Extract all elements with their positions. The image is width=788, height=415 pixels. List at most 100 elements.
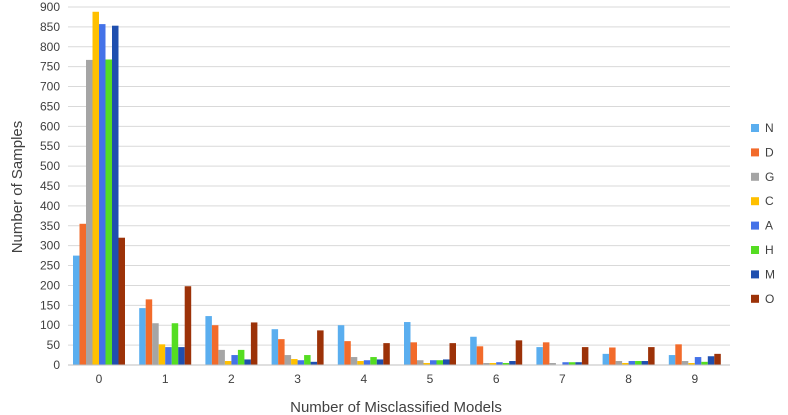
x-tick-label: 7 — [559, 372, 566, 386]
bar-D-0 — [79, 223, 86, 365]
legend-label: D — [765, 145, 774, 159]
bar-N-7 — [536, 347, 543, 365]
legend-swatch — [751, 221, 759, 230]
bar-O-1 — [184, 286, 192, 365]
y-tick-label: 850 — [40, 20, 60, 34]
y-tick-label: 800 — [40, 40, 60, 54]
y-tick-label: 700 — [40, 80, 60, 94]
bar-M-7 — [575, 362, 582, 365]
bar-G-5 — [417, 360, 424, 365]
bar-H-4 — [370, 357, 377, 365]
bar-D-8 — [609, 347, 616, 365]
y-tick-label: 600 — [40, 119, 60, 133]
legend-swatch — [751, 124, 759, 132]
y-tick-label: 400 — [40, 199, 60, 213]
bar-D-6 — [476, 346, 484, 365]
bar-O-4 — [383, 343, 390, 365]
bar-M-2 — [244, 359, 251, 365]
y-tick-label: 200 — [40, 278, 60, 292]
y-tick-label: 550 — [40, 139, 60, 153]
y-tick-label: 150 — [40, 298, 60, 312]
legend-label: N — [765, 121, 774, 135]
x-axis-title: Number of Misclassified Models — [290, 399, 502, 415]
y-tick-label: 50 — [47, 338, 61, 352]
legend-label: M — [765, 267, 775, 281]
bar-M-4 — [376, 359, 384, 365]
bar-N-2 — [205, 316, 212, 365]
bar-C-4 — [357, 361, 364, 365]
gridlines — [68, 6, 730, 346]
bar-G-1 — [152, 323, 159, 365]
bar-O-3 — [317, 330, 324, 365]
bar-H-3 — [304, 355, 311, 365]
bar-O-9 — [714, 353, 721, 365]
y-tick-label: 500 — [40, 159, 60, 173]
bar-G-9 — [681, 361, 689, 365]
bar-C-2 — [224, 361, 232, 365]
y-tick-label: 300 — [40, 239, 60, 253]
bar-O-5 — [449, 343, 456, 365]
bar-G-4 — [350, 357, 358, 365]
bar-C-9 — [688, 363, 695, 365]
y-tick-label: 350 — [40, 219, 60, 233]
bar-H-6 — [502, 363, 510, 365]
x-tick-label: 3 — [294, 372, 301, 386]
bars — [73, 11, 721, 366]
bar-N-4 — [337, 325, 345, 365]
legend-swatch — [751, 172, 759, 181]
bar-M-6 — [509, 361, 516, 365]
bar-O-7 — [581, 347, 589, 365]
x-tick-label: 8 — [625, 372, 632, 386]
bar-H-9 — [701, 361, 708, 365]
y-axis-title: Number of Samples — [9, 121, 26, 254]
bar-H-5 — [436, 360, 443, 365]
y-tick-label: 750 — [40, 60, 60, 74]
bar-N-3 — [271, 329, 279, 365]
bar-D-5 — [410, 342, 417, 365]
bar-D-9 — [675, 344, 682, 365]
bar-G-0 — [86, 59, 93, 365]
bar-O-0 — [118, 237, 125, 365]
legend-label: C — [765, 194, 774, 208]
bar-M-3 — [310, 361, 318, 365]
bar-N-9 — [668, 355, 676, 365]
legend-swatch — [751, 246, 759, 254]
y-tick-label: 100 — [40, 318, 60, 332]
y-tick-label: 450 — [40, 179, 60, 193]
bar-H-0 — [105, 59, 112, 366]
bar-O-6 — [515, 340, 523, 365]
bar-H-2 — [237, 349, 245, 365]
bar-A-7 — [562, 362, 569, 365]
y-tick-labels: 0 50 100 150 200 250 300 350 400 450 500 550 600 650 7… — [40, 0, 60, 372]
bar-H-7 — [568, 362, 576, 365]
bar-N-0 — [73, 255, 80, 365]
bar-C-8 — [622, 363, 629, 365]
x-tick-labels: 0 1 2 3 4 5 6 7 8 9 — [96, 372, 699, 386]
y-tick-label: 900 — [40, 0, 60, 14]
bar-M-9 — [707, 356, 715, 365]
bar-A-0 — [99, 24, 106, 366]
x-tick-label: 4 — [360, 372, 367, 386]
bar-C-3 — [291, 359, 298, 365]
bar-A-2 — [231, 355, 238, 365]
bar-A-3 — [297, 360, 305, 365]
bar-M-0 — [112, 25, 119, 365]
bar-D-4 — [344, 341, 351, 365]
bar-O-2 — [250, 322, 258, 365]
bar-D-2 — [211, 325, 219, 365]
bar-G-7 — [549, 363, 556, 365]
bar-C-0 — [92, 11, 99, 365]
bar-H-8 — [635, 361, 642, 365]
legend-label: A — [765, 219, 773, 233]
x-tick-label: 5 — [427, 372, 434, 386]
x-tick-label: 0 — [96, 372, 103, 386]
x-tick-label: 6 — [493, 372, 500, 386]
bar-A-4 — [363, 360, 371, 365]
x-tick-label: 1 — [162, 372, 169, 386]
bar-C-5 — [423, 363, 430, 365]
bar-M-5 — [443, 359, 450, 365]
legend-swatch — [751, 294, 759, 303]
bar-H-1 — [171, 323, 179, 365]
